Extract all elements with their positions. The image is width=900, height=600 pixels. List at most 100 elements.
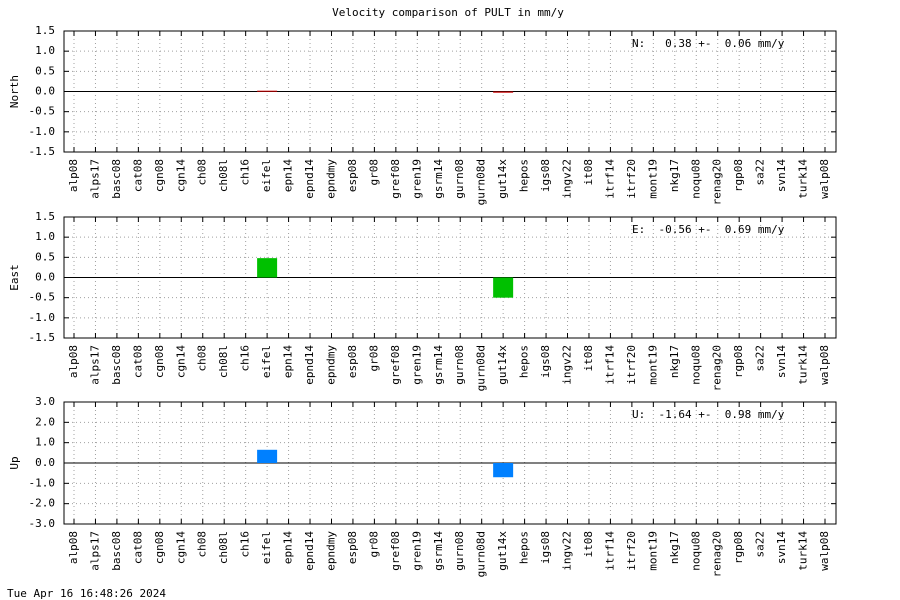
x-tick-label: turk14 (797, 159, 810, 199)
y-tick-label: -1.5 (29, 331, 56, 344)
annotation: U: -1.64 +- 0.98 mm/y (632, 408, 785, 421)
x-tick-label: epndmy (324, 345, 337, 385)
x-tick-label: svn14 (775, 531, 788, 564)
x-tick-label: eifel (260, 531, 273, 564)
x-tick-label: gurn08 (453, 345, 466, 385)
y-tick-label: 0.0 (35, 85, 55, 98)
x-tick-label: gurn08d (475, 159, 488, 205)
x-tick-label: mont19 (646, 531, 659, 571)
x-tick-label: mont19 (646, 159, 659, 199)
y-tick-label: 0.0 (35, 456, 55, 469)
y-tick-label: -2.0 (29, 497, 56, 510)
x-tick-label: ch08 (196, 345, 209, 372)
y-tick-label: 2.0 (35, 415, 55, 428)
x-tick-label: basc08 (110, 159, 123, 199)
x-tick-label: gut14x (496, 345, 509, 385)
y-tick-label: 1.0 (35, 436, 55, 449)
x-tick-label: mont19 (646, 345, 659, 385)
x-tick-label: itrf20 (625, 159, 638, 199)
x-tick-label: alps17 (88, 345, 101, 385)
x-tick-label: rgp08 (732, 345, 745, 378)
x-tick-label: epn14 (282, 159, 295, 192)
x-tick-label: renag20 (711, 345, 724, 391)
x-tick-label: cgn08 (153, 531, 166, 564)
x-tick-label: gref08 (389, 345, 402, 385)
x-tick-label: noqu08 (689, 345, 702, 385)
y-tick-label: -3.0 (29, 517, 56, 530)
x-tick-label: ch16 (239, 531, 252, 558)
bar (493, 91, 514, 93)
bar (493, 463, 514, 478)
x-tick-label: cgn14 (174, 159, 187, 192)
x-tick-label: gurn08d (475, 345, 488, 391)
annotation: E: -0.56 +- 0.69 mm/y (632, 223, 785, 236)
plot-frame (63, 216, 837, 339)
y-tick-label: 1.0 (35, 230, 55, 243)
x-tick-label: itrf14 (603, 345, 616, 385)
bar (257, 449, 278, 463)
x-tick-label: ingv22 (561, 159, 574, 199)
x-tick-label: gsrm14 (432, 531, 445, 571)
chart-title: Velocity comparison of PULT in mm/y (332, 6, 564, 19)
bar (493, 277, 514, 298)
x-tick-label: alps17 (88, 531, 101, 571)
y-tick-label: 0.5 (35, 64, 55, 77)
x-tick-label: ch16 (239, 345, 252, 372)
x-tick-label: epndmy (324, 531, 337, 571)
plot-frame (63, 30, 837, 153)
y-axis-label: East (8, 264, 21, 291)
bar (257, 90, 278, 92)
x-tick-label: gut14x (496, 531, 509, 571)
y-tick-label: 0.5 (35, 250, 55, 263)
x-tick-label: nkg17 (668, 159, 681, 192)
x-tick-label: sa22 (754, 345, 767, 372)
x-tick-label: ch08l (217, 159, 230, 192)
x-tick-label: noqu08 (689, 159, 702, 199)
x-tick-label: gurn08 (453, 159, 466, 199)
x-tick-label: epnd14 (303, 345, 316, 385)
x-tick-label: gurn08 (453, 531, 466, 571)
x-tick-label: itrf20 (625, 531, 638, 571)
y-tick-label: -1.0 (29, 476, 56, 489)
x-tick-label: hepos (518, 159, 531, 192)
x-tick-label: gurn08d (475, 531, 488, 577)
x-tick-label: cat08 (131, 159, 144, 192)
x-tick-label: alp08 (67, 159, 80, 192)
y-tick-label: -0.5 (29, 105, 56, 118)
x-tick-label: gr08 (367, 531, 380, 558)
x-tick-label: gren19 (410, 531, 423, 571)
y-tick-label: 1.0 (35, 44, 55, 57)
x-tick-label: cat08 (131, 345, 144, 378)
x-tick-label: gref08 (389, 159, 402, 199)
y-tick-label: 0.0 (35, 271, 55, 284)
y-tick-label: 1.5 (35, 210, 55, 223)
x-tick-label: itrf14 (603, 159, 616, 199)
x-tick-label: cat08 (131, 531, 144, 564)
x-tick-label: epndmy (324, 159, 337, 199)
y-axis-label: North (8, 75, 21, 108)
x-tick-label: ch08l (217, 345, 230, 378)
x-tick-label: igs08 (539, 531, 552, 564)
x-tick-label: epnd14 (303, 159, 316, 199)
x-tick-label: ingv22 (561, 531, 574, 571)
x-tick-label: rgp08 (732, 159, 745, 192)
x-tick-label: nkg17 (668, 531, 681, 564)
x-tick-label: ch16 (239, 159, 252, 186)
x-tick-label: itrf20 (625, 345, 638, 385)
x-tick-label: ingv22 (561, 345, 574, 385)
x-tick-label: cgn14 (174, 531, 187, 564)
x-tick-label: alps17 (88, 159, 101, 199)
plot-frame (63, 401, 837, 525)
x-tick-label: nkg17 (668, 345, 681, 378)
x-tick-label: it08 (582, 531, 595, 558)
x-tick-label: epn14 (282, 531, 295, 564)
x-tick-label: sa22 (754, 531, 767, 558)
x-tick-label: cgn14 (174, 345, 187, 378)
x-tick-label: turk14 (797, 531, 810, 571)
x-tick-label: cgn08 (153, 345, 166, 378)
x-tick-label: gren19 (410, 345, 423, 385)
x-tick-label: gren19 (410, 159, 423, 199)
x-tick-label: gr08 (367, 345, 380, 372)
x-tick-label: epnd14 (303, 531, 316, 571)
